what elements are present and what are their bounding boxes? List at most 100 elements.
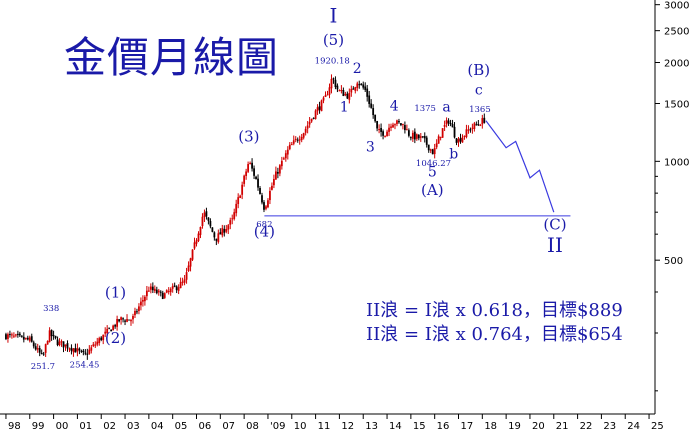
candle-body	[282, 158, 285, 160]
wave-label: b	[449, 147, 458, 163]
candle-body	[217, 233, 220, 243]
candle-body	[106, 328, 109, 334]
candle-body	[187, 265, 190, 271]
candle-body	[274, 171, 277, 180]
candle-body	[84, 352, 87, 354]
candle-body	[257, 178, 259, 188]
candle-body	[447, 120, 450, 124]
price-label: 251.7	[31, 362, 55, 372]
candle-body	[76, 348, 79, 352]
candle-body	[7, 334, 9, 339]
candle-body	[344, 94, 347, 96]
candle-body	[72, 348, 75, 353]
candle-body	[336, 85, 339, 90]
candle-body	[153, 288, 156, 291]
candle-body	[481, 118, 484, 125]
candle-body	[219, 232, 222, 235]
candle-body	[44, 344, 47, 353]
candle-body	[211, 227, 214, 232]
candle-body	[42, 353, 45, 355]
candle-body	[483, 117, 486, 123]
candle-body	[427, 144, 430, 151]
candle-body	[12, 335, 15, 337]
candle-body	[52, 335, 55, 337]
candle-body	[122, 318, 124, 320]
candle-body	[441, 128, 444, 138]
candle-body	[473, 123, 476, 130]
candle-body	[221, 228, 224, 236]
candle-body	[78, 348, 81, 351]
candle-body	[368, 95, 371, 104]
candle-body	[20, 335, 23, 337]
x-tick-label: '09	[270, 421, 285, 432]
candle-body	[245, 171, 248, 177]
candle-body	[445, 120, 448, 125]
candle-body	[16, 333, 19, 335]
candle-body	[477, 124, 480, 126]
candle-body	[149, 286, 152, 290]
candle-body	[159, 291, 162, 293]
x-tick-label: 01	[79, 421, 92, 432]
candle-body	[157, 290, 160, 293]
wave-label: 2	[353, 61, 362, 77]
candle-body	[22, 336, 25, 340]
candle-body	[247, 164, 250, 172]
candle-body	[237, 197, 240, 204]
candle-body	[193, 242, 196, 249]
candle-body	[92, 344, 95, 347]
candle-body	[66, 343, 69, 349]
candle-body	[259, 188, 261, 194]
candle-body	[36, 348, 39, 350]
candle-body	[163, 293, 166, 298]
x-tick-label: 07	[222, 421, 235, 432]
candle-body	[40, 352, 43, 354]
candle-body	[320, 100, 323, 112]
candle-body	[407, 130, 410, 136]
candle-body	[453, 126, 456, 138]
price-label: 682	[256, 220, 272, 230]
candle-body	[62, 341, 65, 348]
candle-body	[64, 344, 67, 347]
candle-body	[314, 110, 317, 119]
candle-body	[324, 95, 327, 97]
candle-body	[292, 140, 295, 144]
candle-body	[316, 107, 319, 112]
candle-body	[223, 229, 226, 233]
candle-body	[147, 290, 150, 292]
candle-body	[239, 195, 242, 198]
candle-body	[213, 232, 216, 238]
candle-body	[443, 124, 446, 127]
wave-label: II	[547, 233, 563, 257]
wave-label: (B)	[467, 61, 490, 79]
candle-body	[88, 349, 91, 354]
candle-body	[82, 350, 85, 353]
candle-body	[294, 138, 297, 140]
candle-body	[388, 127, 390, 132]
candle-body	[225, 228, 228, 232]
candle-body	[58, 341, 61, 346]
candle-body	[288, 144, 291, 150]
candle-body	[171, 286, 174, 289]
candle-body	[136, 311, 138, 313]
candle-body	[169, 288, 172, 293]
candle-body	[34, 346, 37, 350]
wave-label: I	[330, 3, 338, 27]
price-label: 1365	[469, 105, 491, 115]
y-tick-label: 2500	[664, 27, 689, 38]
wave-label: (A)	[421, 181, 444, 199]
candle-body	[120, 317, 122, 320]
candle-body	[263, 202, 265, 210]
candle-body	[243, 175, 246, 184]
x-tick-label: 05	[175, 421, 188, 432]
candle-body	[60, 341, 63, 343]
candle-body	[28, 337, 31, 341]
x-tick-label: 10	[294, 421, 307, 432]
candle-body	[124, 320, 126, 322]
x-tick-label: 23	[603, 421, 616, 432]
candle-body	[155, 289, 158, 294]
price-label: 254.45	[70, 360, 100, 370]
candle-body	[235, 203, 238, 214]
candle-body	[475, 124, 478, 126]
candle-body	[102, 334, 105, 341]
candle-body	[118, 319, 120, 322]
